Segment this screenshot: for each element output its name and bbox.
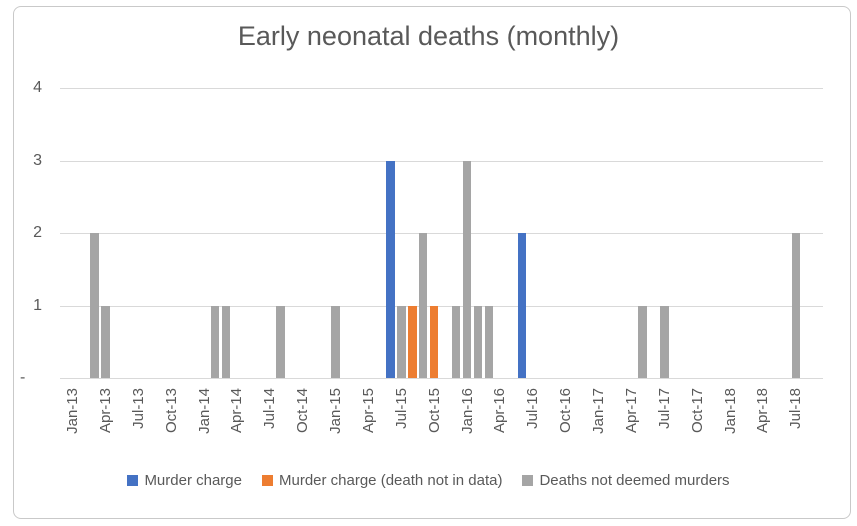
x-axis-label: Jan-18 [721, 388, 739, 434]
x-axis-label: Jan-14 [195, 388, 213, 434]
y-axis-label: - [20, 369, 26, 386]
bar-Jun-16 [517, 233, 527, 378]
legend-label: Murder charge (death not in data) [278, 472, 503, 489]
legend-swatch-icon [127, 475, 139, 486]
legend-label: Murder charge [144, 472, 242, 489]
y-axis-label: 1 [33, 296, 42, 314]
legend-label: Deaths not deemed murders [539, 472, 730, 489]
bar-Apr-13 [101, 305, 110, 378]
legend-swatch-icon [522, 475, 534, 486]
x-axis-label: Apr-13 [96, 388, 114, 434]
bar-Aug-15 [408, 305, 417, 378]
x-axis-label: Apr-17 [622, 388, 640, 434]
x-axis-label: Apr-15 [359, 388, 377, 434]
bar-Mar-14 [221, 305, 231, 378]
bar-Oct-15 [429, 305, 439, 378]
gridline-y-2 [60, 233, 823, 234]
bar-Jul-15 [397, 305, 406, 378]
bar-May-17 [638, 305, 647, 378]
x-axis-label: Jul-17 [655, 388, 673, 429]
gridline-y-1 [60, 305, 823, 307]
x-axis-label: Jan-17 [590, 388, 608, 434]
x-axis-label: Oct-13 [162, 388, 180, 434]
bar-Aug-14 [276, 305, 285, 378]
bar-Jul-18 [791, 233, 801, 378]
x-axis-label: Jan-16 [458, 388, 476, 434]
legend-item: Deaths not deemed murders [522, 472, 730, 489]
bar-Feb-16 [473, 305, 483, 378]
bar-Jun-15 [386, 160, 395, 378]
y-axis-label: 4 [33, 79, 42, 96]
bar-Sep-15 [418, 233, 428, 378]
gridline-y-3 [60, 160, 823, 162]
bar-Mar-16 [484, 305, 494, 378]
legend-item: Murder charge (death not in data) [261, 472, 503, 489]
x-axis-label: Jul-14 [261, 388, 279, 429]
x-axis-label: Oct-15 [425, 388, 443, 434]
bar-Jul-17 [660, 305, 669, 378]
x-axis-label: Oct-17 [688, 388, 706, 434]
y-axis-label: 2 [33, 224, 42, 241]
x-axis-label: Jan-13 [64, 388, 81, 434]
x-axis-label: Jul-15 [392, 388, 410, 429]
x-axis-label: Jul-13 [129, 388, 147, 429]
legend: Murder charge Murder charge (death not in… [0, 472, 857, 489]
x-axis-label: Oct-16 [557, 388, 575, 434]
x-axis-label: Jul-18 [787, 388, 805, 429]
bar-Jan-15 [331, 305, 340, 378]
y-axis-label: 3 [33, 151, 42, 169]
bar-Dec-15 [451, 305, 461, 378]
legend-item: Murder charge [127, 472, 242, 489]
x-axis-label: Jul-16 [524, 388, 542, 429]
x-axis-label: Apr-14 [228, 388, 246, 434]
gridline-y-0 [60, 378, 823, 379]
gridline-y-4 [60, 88, 823, 89]
bar-Jan-16 [462, 160, 472, 378]
chart-title: Early neonatal deaths (monthly) [237, 21, 620, 51]
chart-border [13, 6, 851, 519]
x-axis-label: Apr-18 [754, 388, 772, 434]
legend-swatch-icon [261, 475, 273, 486]
bar-Mar-13 [90, 233, 99, 378]
x-axis-label: Oct-14 [294, 388, 312, 434]
bar-Feb-14 [210, 305, 220, 378]
x-axis-label: Apr-16 [491, 388, 509, 434]
x-axis-label: Jan-15 [327, 388, 345, 434]
